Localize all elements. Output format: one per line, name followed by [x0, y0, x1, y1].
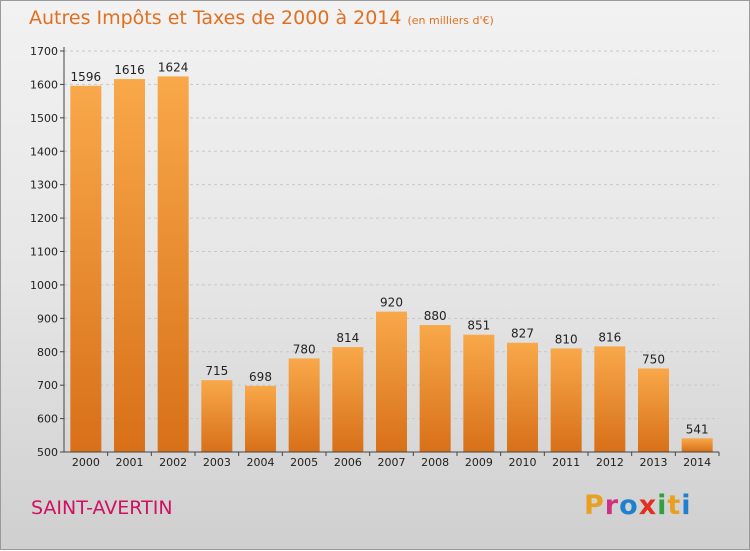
- axes: 500 600 700 800 900 1000 1100 1200 1300 1400 1500 1…: [30, 45, 720, 469]
- bar: [201, 380, 233, 452]
- x-tick-label: 2014: [683, 456, 711, 469]
- bar: [157, 76, 189, 452]
- data-label: 1596: [71, 70, 102, 84]
- logo-letter: P: [584, 490, 605, 521]
- data-label: 810: [555, 332, 578, 346]
- y-tick-label: 1700: [30, 45, 58, 58]
- x-tick-label: 2009: [465, 456, 493, 469]
- y-tick-label: 600: [37, 413, 58, 426]
- y-tick-label: 500: [37, 446, 58, 459]
- logo-letter: i: [657, 490, 668, 521]
- data-label: 541: [686, 422, 709, 436]
- y-tick-label: 1200: [30, 212, 58, 225]
- chart-title: Autres Impôts et Taxes de 2000 à 2014 (en…: [29, 7, 494, 29]
- data-label: 715: [205, 364, 228, 378]
- commune-name: SAINT-AVERTIN: [31, 497, 173, 519]
- y-tick-label: 1100: [30, 246, 58, 259]
- data-label: 880: [424, 309, 447, 323]
- bar: [419, 325, 451, 452]
- x-tick-label: 2013: [640, 456, 668, 469]
- x-tick-label: 2006: [334, 456, 362, 469]
- bar: [507, 342, 538, 452]
- logo-letter: r: [604, 490, 620, 521]
- logo-letter: i: [681, 490, 692, 521]
- bar: [376, 311, 407, 452]
- data-label: 827: [511, 327, 534, 341]
- bar: [463, 334, 495, 452]
- y-tick-label: 1500: [30, 112, 58, 125]
- bar: [638, 368, 669, 452]
- data-label: 1616: [114, 63, 145, 77]
- x-tick-label: 2002: [159, 456, 187, 469]
- y-tick-label: 700: [37, 379, 58, 392]
- chart-unit: (en milliers d'€): [407, 14, 494, 27]
- x-tick-label: 2004: [247, 456, 275, 469]
- data-label: 1624: [158, 60, 189, 74]
- x-tick-label: 2012: [596, 456, 624, 469]
- data-label: 851: [467, 319, 490, 333]
- bar: [594, 346, 626, 452]
- bar: [681, 438, 713, 452]
- y-tick-label: 900: [37, 312, 58, 325]
- y-tick-label: 800: [37, 346, 58, 359]
- x-tick-label: 2001: [116, 456, 144, 469]
- bar: [288, 358, 320, 452]
- chart-title-text: Autres Impôts et Taxes de 2000 à 2014: [29, 7, 402, 29]
- data-label: 750: [642, 352, 665, 366]
- bar: [332, 347, 364, 452]
- x-tick-label: 2007: [378, 456, 406, 469]
- x-tick-label: 2003: [203, 456, 231, 469]
- logo-letter: x: [638, 490, 658, 521]
- bar: [550, 348, 582, 452]
- y-tick-label: 1000: [30, 279, 58, 292]
- x-tick-label: 2011: [552, 456, 580, 469]
- logo-letter: t: [667, 490, 682, 521]
- logo-letter: o: [619, 490, 639, 521]
- x-tick-label: 2000: [72, 456, 100, 469]
- x-tick-label: 2008: [421, 456, 449, 469]
- y-tick-label: 1400: [30, 145, 58, 158]
- bar: [245, 385, 276, 452]
- bar: [114, 79, 145, 452]
- data-label: 920: [380, 296, 403, 310]
- y-tick-label: 1300: [30, 179, 58, 192]
- data-label: 698: [249, 370, 272, 384]
- labels: 1596 1616 1624 715 698 780 814 920 880 851 827 810 8…: [71, 60, 709, 436]
- x-tick-label: 2010: [509, 456, 537, 469]
- bars: [70, 76, 713, 453]
- proxiti-logo: Proxiti: [584, 490, 692, 521]
- data-label: 814: [336, 331, 359, 345]
- bar: [70, 85, 102, 453]
- data-label: 780: [293, 342, 316, 356]
- y-tick-label: 1600: [30, 78, 58, 91]
- x-tick-label: 2005: [290, 456, 318, 469]
- data-label: 816: [598, 330, 621, 344]
